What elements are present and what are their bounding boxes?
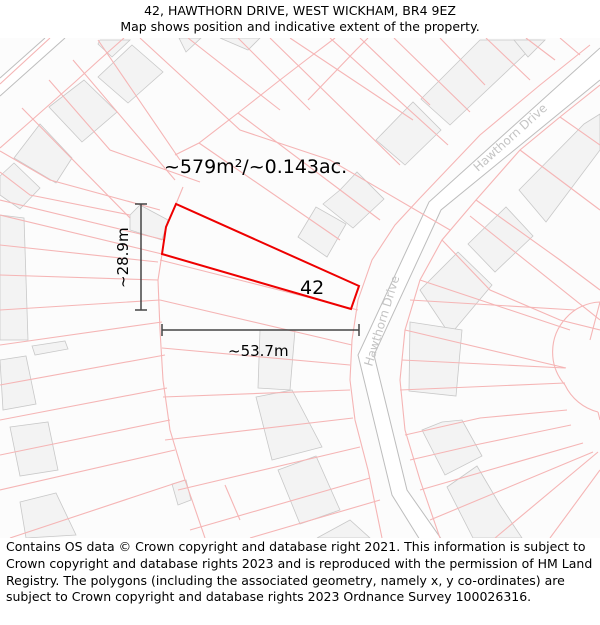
property-outline[interactable] bbox=[160, 202, 361, 311]
road-label-hawthorn-drive-lower: Hawthorn Drive bbox=[361, 274, 402, 368]
height-label: ~28.9m bbox=[114, 227, 132, 288]
plot-number-label: 42 bbox=[300, 277, 324, 299]
hawthorn-drive-road bbox=[357, 47, 600, 538]
copyright-footer: Contains OS data © Crown copyright and d… bbox=[6, 539, 593, 605]
map-canvas: Hawthorn Drive Hawthorn Drive ~28.9m ~53… bbox=[0, 38, 600, 538]
area-label: ~579m²/~0.143ac. bbox=[164, 156, 347, 178]
width-label: ~53.7m bbox=[228, 342, 289, 360]
plot-boundaries bbox=[0, 38, 600, 538]
top-left-road bbox=[0, 38, 66, 97]
property-address: 42, HAWTHORN DRIVE, WEST WICKHAM, BR4 9E… bbox=[144, 3, 456, 18]
height-measure: ~28.9m bbox=[114, 203, 147, 311]
property-map[interactable]: Hawthorn Drive Hawthorn Drive ~28.9m ~53… bbox=[0, 38, 600, 538]
map-subtitle: Map shows position and indicative extent… bbox=[120, 19, 480, 34]
width-measure: ~53.7m bbox=[161, 324, 360, 360]
map-header: 42, HAWTHORN DRIVE, WEST WICKHAM, BR4 9E… bbox=[0, 0, 600, 38]
